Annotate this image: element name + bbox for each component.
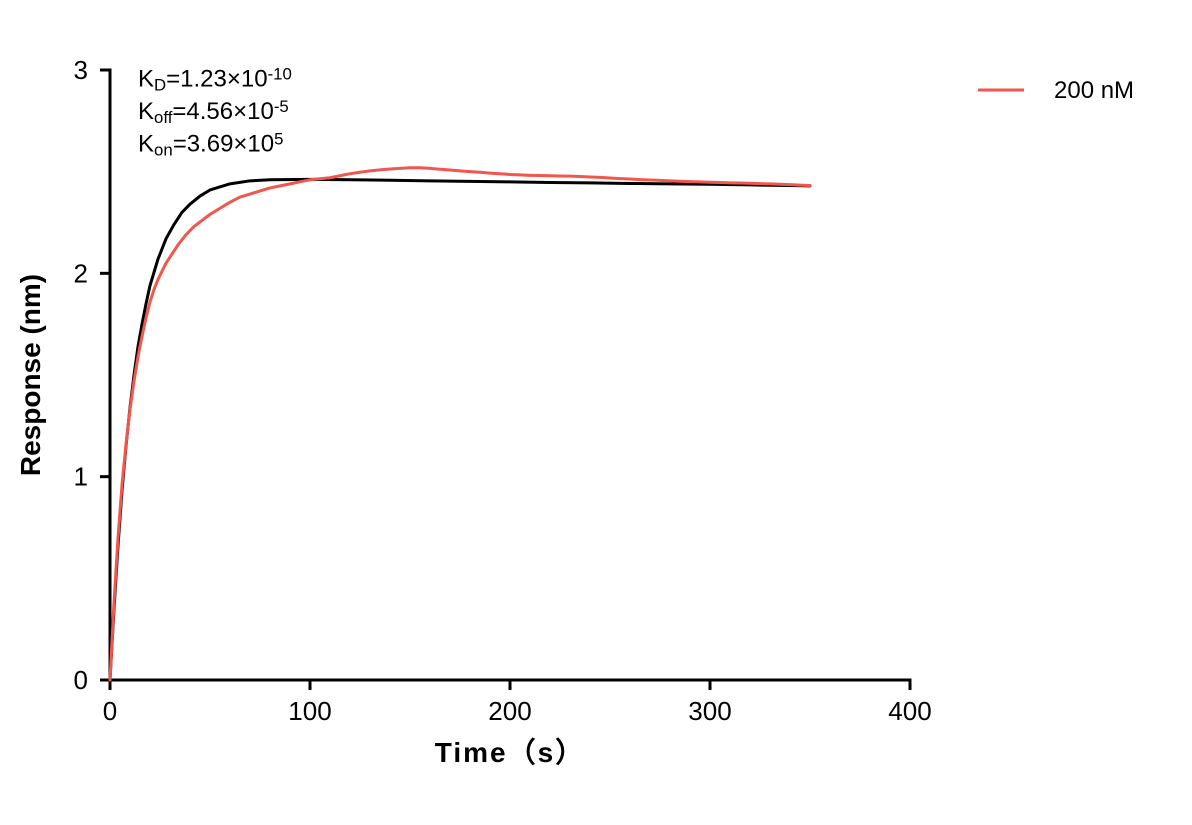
x-tick-label: 300: [688, 696, 731, 726]
x-tick-label: 400: [888, 696, 931, 726]
y-tick-label: 2: [74, 258, 88, 288]
x-tick-label: 0: [103, 696, 117, 726]
y-tick-label: 3: [74, 55, 88, 85]
x-axis-title: Time（s）: [435, 736, 585, 768]
y-tick-label: 1: [74, 462, 88, 492]
x-tick-label: 100: [288, 696, 331, 726]
legend-label: 200 nM: [1054, 77, 1134, 104]
y-tick-label: 0: [74, 665, 88, 695]
chart-svg: 01002003004000123Time（s）Response (nm)KD=…: [0, 0, 1192, 825]
x-tick-label: 200: [488, 696, 531, 726]
kinetics-chart: 01002003004000123Time（s）Response (nm)KD=…: [0, 0, 1192, 825]
y-axis-title: Response (nm): [15, 274, 46, 476]
